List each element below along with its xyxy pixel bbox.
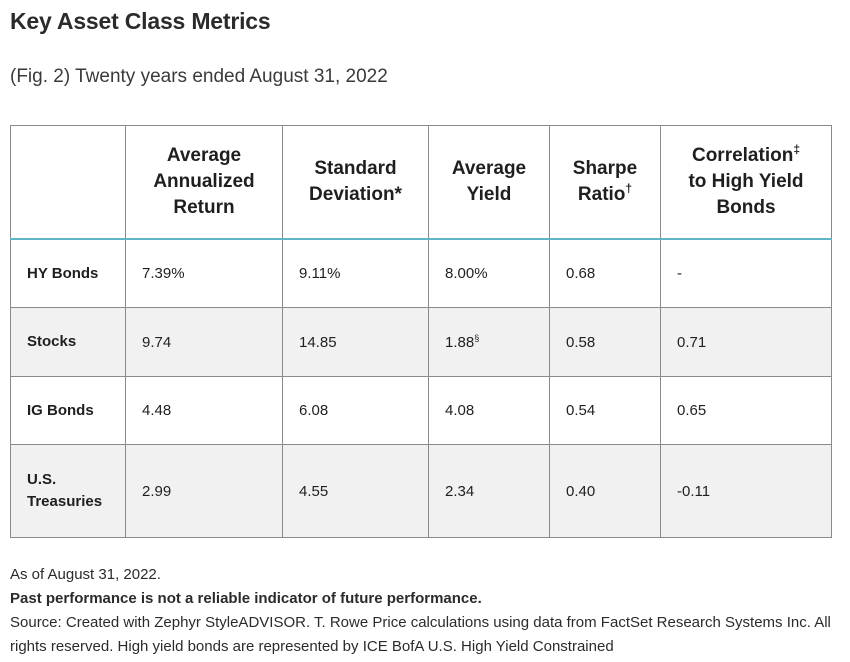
as-of-note: As of August 31, 2022. bbox=[10, 566, 161, 583]
cell-sharpe: 0.40 bbox=[549, 444, 661, 538]
header-standard-deviation: Standard Deviation* bbox=[282, 125, 429, 240]
cell-std-dev: 14.85 bbox=[282, 307, 429, 377]
row-label: HY Bonds bbox=[10, 238, 126, 308]
figure-subtitle: (Fig. 2) Twenty years ended August 31, 2… bbox=[10, 66, 388, 87]
header-average-yield: Average Yield bbox=[428, 125, 550, 240]
cell-correlation: -0.11 bbox=[660, 444, 832, 538]
page-title: Key Asset Class Metrics bbox=[10, 8, 271, 34]
footnote-mark: ‡ bbox=[793, 142, 801, 157]
cell-yield: 2.34 bbox=[428, 444, 550, 538]
cell-std-dev: 9.11% bbox=[282, 238, 429, 308]
cell-correlation: 0.65 bbox=[660, 376, 832, 445]
cell-sharpe: 0.68 bbox=[549, 238, 661, 308]
cell-std-dev: 4.55 bbox=[282, 444, 429, 538]
metrics-table: Average Annualized Return Standard Devia… bbox=[10, 125, 832, 538]
table-row: U.S. Treasuries 2.99 4.55 2.34 0.40 -0.1… bbox=[10, 444, 832, 538]
header-average-annualized-return: Average Annualized Return bbox=[125, 125, 283, 240]
footnote-mark: § bbox=[474, 332, 480, 343]
cell-yield: 1.88§ bbox=[428, 307, 550, 377]
row-label: U.S. Treasuries bbox=[10, 444, 126, 538]
footnotes: As of August 31, 2022. Past performance … bbox=[10, 563, 840, 659]
cell-return: 2.99 bbox=[125, 444, 283, 538]
source-note: Source: Created with Zephyr StyleADVISOR… bbox=[10, 614, 831, 655]
footnote-mark: † bbox=[625, 181, 633, 196]
performance-disclaimer: Past performance is not a reliable indic… bbox=[10, 590, 482, 607]
table-row: Stocks 9.74 14.85 1.88§ 0.58 0.71 bbox=[10, 307, 832, 377]
table-row: IG Bonds 4.48 6.08 4.08 0.54 0.65 bbox=[10, 376, 832, 445]
table-row: HY Bonds 7.39% 9.11% 8.00% 0.68 - bbox=[10, 238, 832, 308]
header-sharpe-ratio: Sharpe Ratio† bbox=[549, 125, 661, 240]
header-asset-class bbox=[10, 125, 126, 240]
cell-yield: 4.08 bbox=[428, 376, 550, 445]
cell-sharpe: 0.54 bbox=[549, 376, 661, 445]
cell-return: 4.48 bbox=[125, 376, 283, 445]
table-header-row: Average Annualized Return Standard Devia… bbox=[10, 125, 832, 240]
cell-std-dev: 6.08 bbox=[282, 376, 429, 445]
header-correlation: Correlation‡ to High Yield Bonds bbox=[660, 125, 832, 240]
cell-correlation: - bbox=[660, 238, 832, 308]
cell-sharpe: 0.58 bbox=[549, 307, 661, 377]
row-label: IG Bonds bbox=[10, 376, 126, 445]
cell-correlation: 0.71 bbox=[660, 307, 832, 377]
row-label: Stocks bbox=[10, 307, 126, 377]
cell-return: 9.74 bbox=[125, 307, 283, 377]
cell-return: 7.39% bbox=[125, 238, 283, 308]
cell-yield: 8.00% bbox=[428, 238, 550, 308]
